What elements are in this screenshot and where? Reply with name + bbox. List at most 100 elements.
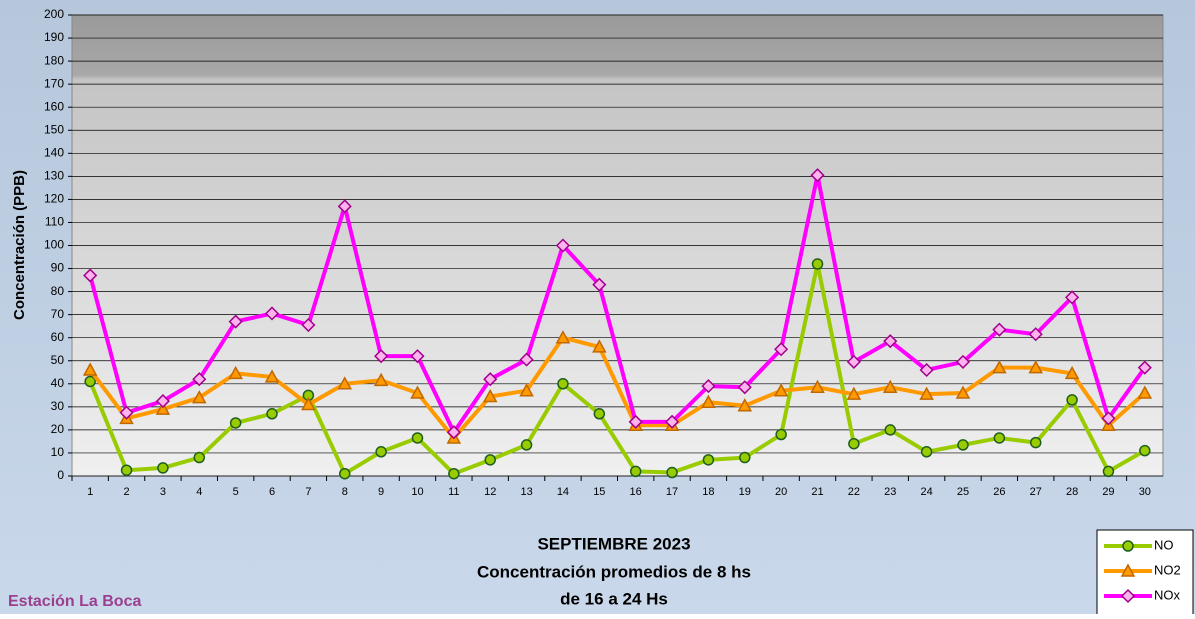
point bbox=[483, 372, 498, 387]
y-tick-label: 130 bbox=[44, 169, 64, 183]
legend-marker bbox=[1120, 563, 1136, 577]
point bbox=[83, 268, 98, 283]
x-tick-label: 25 bbox=[957, 486, 969, 498]
y-tick-label: 190 bbox=[44, 30, 64, 44]
point bbox=[883, 334, 898, 349]
point bbox=[84, 375, 96, 388]
point bbox=[557, 378, 569, 390]
point bbox=[774, 342, 789, 357]
point bbox=[737, 380, 752, 395]
point bbox=[882, 379, 898, 394]
point bbox=[155, 394, 170, 409]
point bbox=[919, 362, 934, 378]
point bbox=[920, 446, 933, 458]
x-tick-label: 15 bbox=[593, 486, 605, 498]
x-tick-label: 19 bbox=[739, 486, 751, 498]
point bbox=[157, 462, 169, 474]
series-line bbox=[88, 263, 1146, 477]
point bbox=[555, 238, 571, 253]
legend-marker bbox=[1122, 540, 1134, 552]
legend-label: NO2 bbox=[1154, 562, 1181, 577]
point bbox=[701, 379, 716, 394]
y-tick-label: 60 bbox=[51, 330, 65, 344]
point bbox=[228, 314, 243, 329]
point bbox=[520, 439, 533, 451]
point bbox=[228, 365, 243, 380]
point bbox=[1137, 360, 1152, 375]
point bbox=[193, 451, 206, 464]
point bbox=[592, 277, 607, 292]
point bbox=[374, 349, 389, 364]
x-tick-label: 16 bbox=[630, 486, 642, 498]
y-tick-label: 20 bbox=[51, 422, 65, 436]
point bbox=[301, 396, 316, 411]
point bbox=[264, 306, 280, 321]
x-tick-label: 8 bbox=[342, 486, 348, 498]
point bbox=[957, 439, 969, 451]
point bbox=[846, 354, 861, 369]
x-tick-label: 18 bbox=[702, 486, 714, 498]
point bbox=[1029, 436, 1042, 449]
point bbox=[1101, 411, 1116, 426]
point bbox=[993, 432, 1006, 444]
point bbox=[410, 385, 425, 399]
point bbox=[1139, 444, 1151, 457]
point bbox=[846, 386, 862, 400]
point bbox=[119, 405, 134, 420]
point bbox=[1065, 290, 1080, 305]
point bbox=[337, 376, 353, 390]
x-tick-label: 30 bbox=[1139, 486, 1151, 498]
y-tick-label: 80 bbox=[51, 284, 65, 298]
point bbox=[628, 414, 643, 429]
point bbox=[737, 398, 753, 412]
point bbox=[702, 454, 715, 466]
x-tick-label: 9 bbox=[378, 486, 384, 498]
y-tick-label: 150 bbox=[44, 122, 64, 136]
point bbox=[739, 451, 751, 464]
x-tick-label: 24 bbox=[920, 486, 932, 498]
x-tick-label: 17 bbox=[666, 486, 678, 498]
series-line bbox=[88, 174, 1147, 437]
point bbox=[1102, 465, 1115, 478]
x-tick-label: 6 bbox=[269, 486, 275, 498]
point bbox=[955, 354, 971, 369]
point bbox=[301, 317, 316, 333]
point bbox=[337, 199, 352, 214]
y-tick-label: 100 bbox=[44, 238, 64, 252]
point bbox=[701, 394, 716, 408]
x-tick-label: 12 bbox=[484, 486, 496, 498]
point bbox=[992, 322, 1007, 337]
point bbox=[373, 372, 389, 387]
point bbox=[629, 465, 642, 478]
series-line bbox=[88, 335, 1147, 442]
legend-marker bbox=[1120, 588, 1136, 604]
y-tick-label: 170 bbox=[44, 76, 64, 90]
y-tick-label: 200 bbox=[44, 7, 64, 21]
title-line: SEPTIEMBRE 2023 bbox=[537, 534, 690, 553]
station-label: Estación La Boca bbox=[8, 593, 141, 610]
x-tick-label: 1 bbox=[87, 486, 93, 498]
point bbox=[484, 454, 496, 466]
point bbox=[666, 466, 678, 479]
y-tick-label: 70 bbox=[51, 307, 65, 321]
x-tick-label: 2 bbox=[123, 486, 129, 498]
y-tick-label: 110 bbox=[45, 215, 64, 229]
point bbox=[919, 386, 934, 400]
x-tick-label: 22 bbox=[848, 486, 860, 498]
point bbox=[555, 330, 571, 344]
point bbox=[1064, 365, 1080, 380]
y-tick-label: 50 bbox=[51, 353, 65, 367]
point bbox=[810, 379, 825, 394]
point bbox=[519, 352, 534, 367]
point bbox=[446, 425, 461, 440]
x-tick-label: 11 bbox=[448, 486, 459, 498]
point bbox=[1028, 327, 1043, 342]
point bbox=[664, 414, 680, 429]
point bbox=[411, 432, 424, 444]
title-line: de 16 a 24 Hs bbox=[560, 589, 668, 608]
point bbox=[120, 464, 133, 476]
point bbox=[266, 408, 278, 420]
point bbox=[448, 467, 460, 480]
point bbox=[955, 385, 971, 399]
x-tick-label: 20 bbox=[775, 486, 787, 498]
